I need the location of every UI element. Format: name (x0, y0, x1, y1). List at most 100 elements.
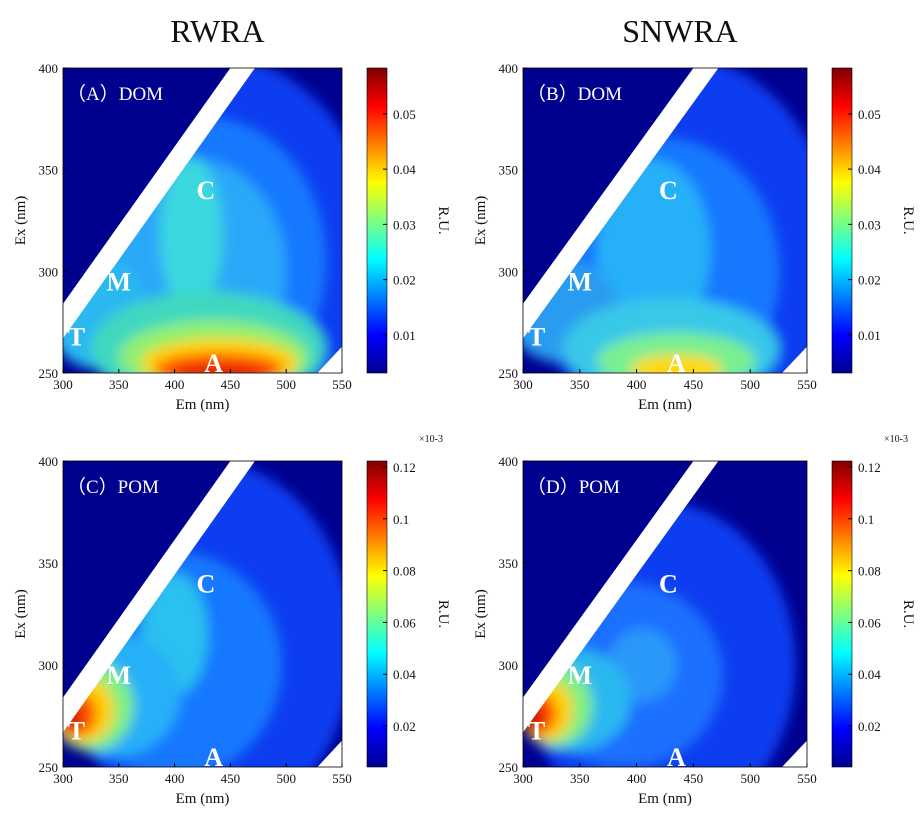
x-tick-label: 500 (276, 377, 296, 392)
y-tick-label: 250 (499, 760, 519, 775)
y-tick-label: 350 (499, 163, 519, 178)
x-tick-label: 400 (627, 377, 647, 392)
colorbar-tick-label: 0.01 (393, 328, 416, 343)
peak-label: T (528, 716, 545, 745)
x-tick-label: 400 (165, 377, 185, 392)
colorbar-tick-label: 0.08 (858, 564, 881, 579)
x-tick-label: 400 (165, 771, 185, 786)
panel-label: （D）POM (527, 476, 620, 498)
contour-region (160, 157, 223, 312)
colorbar-tick-label: 0.08 (393, 564, 416, 579)
y-tick-label: 350 (39, 556, 59, 571)
y-tick-label: 400 (499, 61, 519, 76)
peak-label: M (568, 268, 593, 297)
colorbar-scale: ×10-3 (884, 434, 908, 445)
colorbar (366, 460, 388, 768)
frame (62, 67, 343, 374)
colorbar-tick-label: 0.05 (393, 107, 416, 122)
y-tick-label: 400 (39, 61, 59, 76)
y-tick-label: 250 (39, 366, 59, 381)
rayleigh-band (523, 68, 719, 339)
colorbar-tick-label: 0.02 (393, 273, 416, 288)
x-tick-label: 300 (53, 377, 73, 392)
corner-mask (782, 346, 807, 373)
y-tick-label: 250 (39, 760, 59, 775)
colorbar-tick-label: 0.06 (393, 615, 416, 630)
peak-label: M (107, 268, 132, 297)
x-tick-label: 300 (513, 377, 533, 392)
colorbar-tick-label: 0.12 (393, 460, 416, 475)
colorbar-tick-label: 0.03 (393, 217, 416, 232)
colorbar-tick-label: 0.03 (858, 217, 881, 232)
x-tick-label: 300 (53, 771, 73, 786)
colorbar-tick-label: 0.04 (858, 162, 881, 177)
peak-label: A (204, 743, 223, 772)
y-tick-label: 300 (499, 658, 519, 673)
x-axis-label: Em (nm) (638, 791, 692, 807)
peak-label: A (667, 349, 686, 378)
colorbar-tick-label: 0.1 (858, 512, 874, 527)
frame (522, 460, 808, 768)
x-tick-label: 350 (109, 771, 129, 786)
y-tick-label: 400 (499, 454, 519, 469)
colorbar-tick-label: 0.02 (858, 273, 881, 288)
y-axis-label: Ex (nm) (13, 196, 29, 246)
colorbar-tick-label: 0.04 (393, 667, 416, 682)
x-tick-label: 350 (109, 377, 129, 392)
colorbar-tick-label: 0.06 (858, 615, 881, 630)
peak-label: C (196, 176, 215, 205)
colorbar-tick-label: 0.12 (858, 460, 881, 475)
panel-label: （B）DOM (527, 83, 622, 105)
x-tick-label: 400 (627, 771, 647, 786)
rayleigh-band (523, 461, 719, 733)
contour-region (630, 354, 722, 373)
peak-label: C (196, 569, 215, 598)
column-title: SNWRA (622, 13, 738, 49)
frame (522, 67, 808, 374)
colorbar (831, 67, 853, 374)
x-tick-label: 450 (684, 377, 704, 392)
panel-label: （A）DOM (67, 83, 163, 105)
x-tick-label: 350 (570, 377, 590, 392)
x-tick-label: 350 (570, 771, 590, 786)
x-tick-label: 500 (740, 377, 760, 392)
corner-mask (317, 740, 342, 767)
y-tick-label: 400 (39, 454, 59, 469)
colorbar (366, 67, 388, 374)
plot-area (523, 461, 807, 767)
x-tick-label: 300 (513, 771, 533, 786)
x-tick-label: 550 (797, 377, 817, 392)
x-tick-label: 450 (221, 771, 241, 786)
colorbar-label: R.U. (435, 206, 451, 234)
y-axis-label: Ex (nm) (473, 589, 489, 639)
x-tick-label: 550 (332, 771, 352, 786)
peak-label: C (659, 176, 678, 205)
colorbar-label: R.U. (435, 600, 451, 628)
peak-label: C (659, 569, 678, 598)
colorbar-tick-label: 0.02 (858, 719, 881, 734)
colorbar-tick-label: 0.04 (858, 667, 881, 682)
panel-label: （C）POM (67, 476, 159, 498)
corner-mask (782, 740, 807, 767)
column-title: RWRA (170, 13, 264, 49)
peak-label: T (68, 716, 85, 745)
colorbar (831, 460, 853, 768)
contour-field (63, 461, 342, 767)
y-tick-label: 300 (39, 264, 59, 279)
x-tick-label: 450 (684, 771, 704, 786)
peak-label: A (667, 743, 686, 772)
y-tick-label: 300 (499, 264, 519, 279)
peak-label: T (528, 322, 545, 351)
corner-mask (317, 346, 342, 373)
colorbar-tick-label: 0.05 (858, 107, 881, 122)
rayleigh-band (63, 461, 255, 733)
peak-label: M (568, 661, 593, 690)
colorbar-tick-label: 0.1 (393, 512, 409, 527)
y-tick-label: 250 (499, 366, 519, 381)
peak-label: A (204, 349, 223, 378)
contour-region (596, 159, 711, 343)
